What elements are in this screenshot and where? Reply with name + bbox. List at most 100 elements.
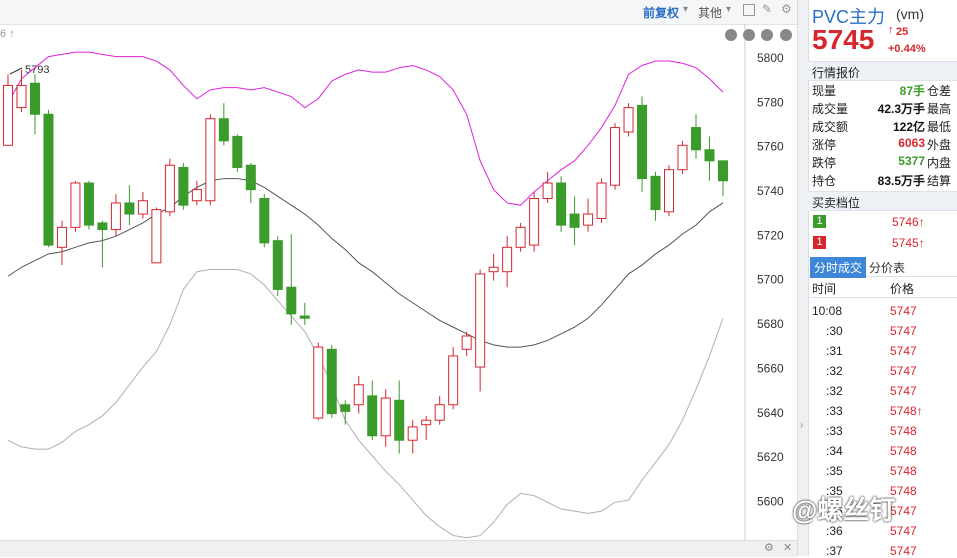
quote-label: 成交量 — [812, 102, 849, 116]
icon-button[interactable] — [743, 4, 755, 16]
quote-value: 42.3万手 — [877, 102, 925, 116]
candle-body — [16, 84, 27, 109]
section-header: 行情报价 — [808, 61, 957, 81]
plot — [3, 51, 728, 539]
candle-body — [218, 118, 229, 142]
candle-body — [394, 399, 405, 441]
candle-body — [43, 113, 54, 246]
divider[interactable]: › — [797, 0, 809, 556]
candle-body — [367, 395, 378, 437]
candle-body — [704, 149, 715, 162]
trade-time: :30 — [826, 324, 843, 338]
other-menu[interactable]: 其他 — [698, 6, 723, 20]
table-header — [808, 277, 957, 298]
candle-body — [515, 226, 526, 248]
quote-value: 83.5万手 — [877, 174, 925, 188]
level-badge: 1 — [813, 215, 826, 228]
book-price: 5746↑ — [892, 215, 925, 229]
icon-button[interactable]: ⚙ — [781, 2, 792, 16]
candle-body — [137, 200, 148, 215]
quote-value: 6063 — [898, 136, 925, 150]
icon-button[interactable]: ✕ — [783, 542, 793, 554]
chart: 6 ↑ 5793 5600 5620 5640 5660 5680 5700 5720 574… — [0, 24, 792, 540]
indicator-line — [7, 268, 724, 539]
trade-price: 5748 — [890, 484, 917, 498]
trade-time: :32 — [826, 384, 843, 398]
trade-price: 5747 — [890, 384, 917, 398]
candle-body — [299, 315, 310, 319]
instrument-code: (vm) — [896, 6, 924, 22]
candle-body — [259, 198, 270, 244]
candle-body — [421, 419, 432, 426]
zoom-out[interactable] — [725, 29, 737, 41]
candle-body — [434, 404, 445, 421]
candle-body — [502, 246, 513, 273]
watermark: @螺丝钉 — [792, 495, 896, 525]
tab[interactable]: 分时成交 — [810, 257, 867, 278]
trade-price: 5747 — [890, 344, 917, 358]
trade-time: :37 — [826, 544, 843, 558]
quote-label: 现量 — [812, 84, 837, 98]
candle-body — [690, 127, 701, 151]
quote-panel: PVC主力 (vm) 5745 ↑ 25 +0.44% 行情报价 买卖档位 分时… — [808, 0, 957, 558]
trade-time: :35 — [826, 464, 843, 478]
column-header: 价格 — [890, 282, 915, 296]
candle-body — [3, 84, 13, 146]
trade-time: :36 — [826, 524, 843, 538]
zoom-in[interactable] — [743, 29, 755, 41]
y-tick-label: 5720 — [757, 228, 784, 242]
candle-body — [83, 182, 94, 226]
candle-body — [569, 213, 580, 228]
trade-price: 5747 — [890, 364, 917, 378]
trade-price: 5747 — [890, 524, 917, 538]
quote-label: 跌停 — [812, 156, 837, 170]
quote-label: 最高 — [927, 102, 952, 116]
tab[interactable]: 分价表 — [869, 261, 906, 275]
bottom-bar: ⚙ ✕ — [0, 540, 797, 557]
toolbar: 前复权 ▾ 其他 ▾ ✎ ⚙ — [0, 0, 797, 25]
section-title: 买卖档位 — [812, 196, 861, 210]
trade-time: :32 — [826, 364, 843, 378]
last-price: 5745 — [812, 24, 875, 55]
indicator-line — [7, 51, 724, 206]
candle-body — [664, 169, 675, 213]
close[interactable] — [780, 29, 792, 41]
quote-value: 87手 — [899, 84, 925, 98]
trade-price: 5748↑ — [890, 404, 923, 418]
settings[interactable] — [761, 29, 773, 41]
candle-body — [232, 135, 243, 168]
candle-body — [205, 118, 216, 202]
trade-price: 5747 — [890, 304, 917, 318]
candle-body — [124, 202, 135, 215]
collapse-arrow: › — [800, 420, 804, 431]
candle-body — [542, 182, 553, 200]
candle-body — [461, 335, 472, 350]
quote-label: 涨停 — [812, 138, 837, 152]
candle-body — [29, 82, 40, 115]
candle-body — [623, 107, 634, 133]
candle-body — [313, 346, 324, 419]
candle-body — [596, 182, 607, 219]
y-tick-label: 5600 — [757, 494, 784, 508]
trade-time: :33 — [826, 404, 843, 418]
icon-button[interactable]: ✎ — [762, 2, 773, 16]
adjust-menu[interactable]: 前复权 — [643, 6, 680, 20]
candle-body — [178, 166, 189, 206]
candle-body — [637, 104, 648, 180]
quote-label: 持仓 — [812, 174, 837, 188]
instrument-name: PVC主力 — [812, 7, 886, 27]
trade-time: :33 — [826, 424, 843, 438]
trade-time: 10:08 — [812, 304, 843, 318]
quote-label: 结算 — [927, 174, 952, 188]
candle-body — [70, 182, 81, 228]
icon-button[interactable]: ⚙ — [764, 542, 774, 554]
column-header: 时间 — [812, 282, 837, 296]
trade-time: :35 — [826, 484, 843, 498]
candle-body — [326, 348, 337, 415]
indicator-line — [7, 178, 724, 348]
candle-body — [151, 209, 162, 264]
quote-value: 122亿 — [892, 120, 925, 134]
trade-price: 5747 — [890, 324, 917, 338]
trade-price: 5747 — [890, 544, 917, 558]
